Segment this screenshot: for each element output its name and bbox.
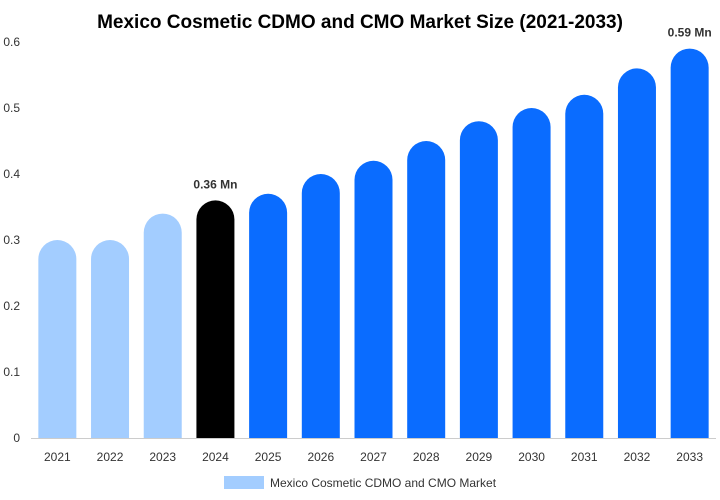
bar-2024 [196,200,235,438]
legend-label: Mexico Cosmetic CDMO and CMO Market [270,476,497,490]
x-tick-label: 2023 [149,450,176,464]
bar-2027 [354,160,393,438]
bar-2025 [249,193,288,438]
y-tick-label: 0 [13,431,20,445]
y-axis: 0 0.1 0.2 0.3 0.4 0.5 0.6 [3,35,20,445]
x-axis: 2021 2022 2023 2024 2025 2026 2027 2028 2029 2030… [31,438,716,464]
bar-2032 [617,68,656,439]
x-tick-label: 2026 [307,450,334,464]
data-label-2033: 0.59 Mn [668,26,712,40]
bar-2031 [565,94,604,439]
bar-2022 [91,240,130,438]
x-tick-label: 2025 [255,450,282,464]
bar-2029 [459,121,498,438]
bar-2030 [512,108,551,439]
x-tick-label: 2029 [466,450,493,464]
legend: Mexico Cosmetic CDMO and CMO Market [224,476,497,490]
chart-title: Mexico Cosmetic CDMO and CMO Market Size… [97,12,623,33]
y-tick-label: 0.2 [3,299,20,313]
x-tick-label: 2032 [624,450,651,464]
y-tick-label: 0.4 [3,167,20,181]
x-tick-label: 2024 [202,450,229,464]
y-tick-label: 0.5 [3,101,20,115]
x-tick-label: 2030 [518,450,545,464]
legend-swatch [224,476,264,489]
y-tick-label: 0.3 [3,233,20,247]
x-tick-label: 2033 [676,450,703,464]
bar-2028 [407,141,446,438]
x-tick-label: 2021 [44,450,71,464]
data-label-2024: 0.36 Mn [193,177,237,191]
x-tick-label: 2022 [97,450,124,464]
x-tick-label: 2027 [360,450,387,464]
x-tick-label: 2031 [571,450,598,464]
x-tick-label: 2028 [413,450,440,464]
data-labels: 0.36 Mn 0.59 Mn [193,26,711,192]
bar-2021 [38,240,77,438]
y-tick-label: 0.6 [3,35,20,49]
bar-2033 [670,48,709,438]
bar-2026 [301,174,340,438]
bars [38,48,709,439]
y-tick-label: 0.1 [3,365,20,379]
bar-2023 [143,213,182,438]
